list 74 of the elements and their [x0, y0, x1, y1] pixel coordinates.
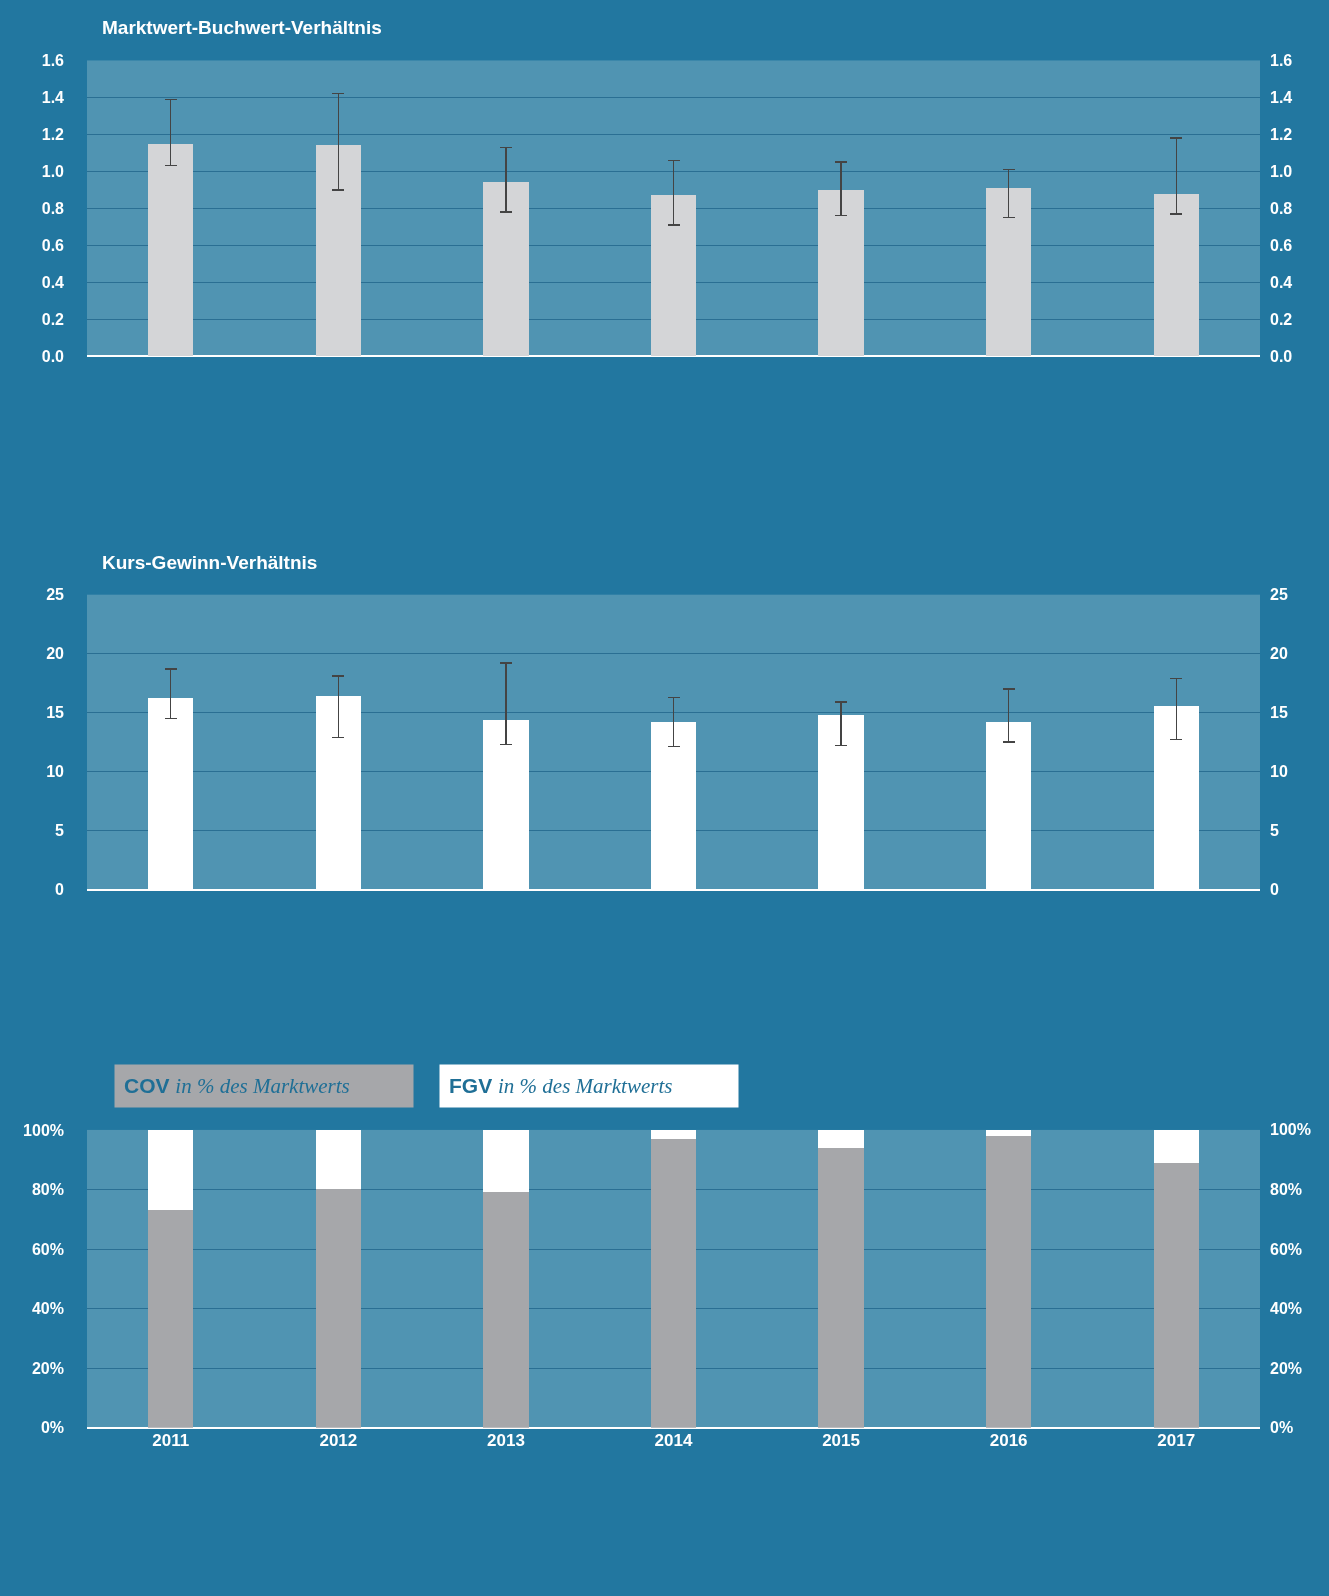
- y2-tick-label: 0.2: [1270, 311, 1293, 328]
- y-tick-label: 1.6: [41, 52, 65, 70]
- x-tick-label: 2013: [487, 1430, 525, 1450]
- y2-tick-label: 20%: [1270, 1360, 1303, 1377]
- y2-tick-label: 80%: [1270, 1181, 1303, 1198]
- y2-tick-label: 0.0: [1270, 348, 1293, 365]
- bar: [650, 1138, 697, 1428]
- y-tick-label: 20: [46, 645, 65, 663]
- bar: [148, 1129, 194, 1211]
- y-tick-label: 25: [46, 586, 65, 604]
- y2-tick-label: 1.6: [1270, 52, 1293, 69]
- bar: [818, 1147, 864, 1428]
- x-tick-label: 2012: [319, 1430, 358, 1450]
- y2-tick-label: 10: [1270, 763, 1288, 780]
- y-tick-label: 1.0: [41, 162, 65, 180]
- y2-tick-label: 1.0: [1270, 163, 1293, 180]
- bar: [986, 1135, 1032, 1428]
- bar: [315, 1189, 361, 1428]
- bar: [1153, 1129, 1199, 1163]
- x-tick-label: 2016: [989, 1430, 1028, 1450]
- y2-tick-label: 15: [1270, 704, 1288, 721]
- y2-tick-label: 20: [1270, 645, 1288, 662]
- y-tick-label: 0.8: [41, 199, 65, 217]
- bar: [650, 195, 697, 357]
- y-tick-label: 40%: [31, 1300, 64, 1318]
- bar: [1153, 193, 1199, 357]
- y-tick-label: 20%: [31, 1359, 64, 1377]
- y-tick-label: 80%: [31, 1181, 64, 1199]
- y-tick-label: 60%: [31, 1240, 64, 1258]
- y-tick-label: 0.2: [41, 310, 65, 328]
- bar: [148, 1210, 194, 1428]
- series-label: FGV in % des Marktwerts: [449, 1074, 673, 1098]
- y-tick-label: 1.4: [41, 89, 65, 107]
- y2-tick-label: 5: [1270, 822, 1279, 839]
- x-tick-label: 2014: [654, 1430, 693, 1450]
- bar: [315, 1129, 361, 1190]
- y2-tick-label: 0.4: [1270, 274, 1293, 291]
- bar: [986, 1129, 1032, 1136]
- y2-tick-label: 40%: [1270, 1300, 1303, 1317]
- bar: [986, 188, 1032, 357]
- y-tick-label: 5: [55, 822, 65, 840]
- y2-tick-label: 100%: [1270, 1121, 1311, 1138]
- y-tick-label: 100%: [23, 1121, 64, 1139]
- y2-tick-label: 60%: [1270, 1241, 1303, 1258]
- chart-title: Kurs-Gewinn-Verhältnis: [102, 552, 318, 573]
- y2-tick-label: 1.2: [1270, 126, 1293, 143]
- y-tick-label: 0.0: [41, 347, 65, 365]
- y-tick-label: 15: [46, 704, 65, 722]
- bar: [483, 182, 529, 357]
- y2-tick-label: 25: [1270, 586, 1288, 603]
- bar: [148, 143, 194, 357]
- chart-title: Marktwert-Buchwert-Verhältnis: [102, 17, 382, 38]
- x-tick-label: 2015: [822, 1430, 860, 1450]
- y2-tick-label: 0.6: [1270, 237, 1293, 254]
- x-tick-label: 2017: [1157, 1430, 1196, 1450]
- y-tick-label: 0.6: [41, 236, 65, 254]
- x-tick-label: 2011: [152, 1430, 190, 1450]
- y-tick-label: 1.2: [41, 125, 65, 143]
- y2-tick-label: 0.8: [1270, 200, 1293, 217]
- bar: [818, 1129, 864, 1148]
- y2-tick-label: 0%: [1270, 1419, 1294, 1436]
- y-tick-label: 0.4: [41, 273, 65, 291]
- y-tick-label: 10: [46, 763, 65, 781]
- y2-tick-label: 0: [1270, 881, 1279, 898]
- text: COV in % des Marktwerts: [124, 1074, 350, 1098]
- bar: [483, 1129, 529, 1193]
- bar: [818, 189, 864, 357]
- bar: [1153, 1162, 1199, 1428]
- y-tick-label: 0: [55, 881, 65, 899]
- bar: [650, 1129, 697, 1139]
- y2-tick-label: 1.4: [1270, 89, 1293, 106]
- bar: [315, 145, 361, 357]
- y-tick-label: 0%: [40, 1419, 64, 1437]
- bar: [483, 1192, 529, 1428]
